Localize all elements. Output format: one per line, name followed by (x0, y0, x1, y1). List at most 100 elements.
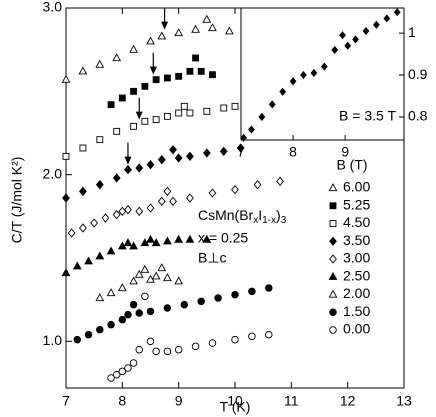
x-tick-label: 12 (340, 393, 356, 409)
marker (240, 133, 247, 142)
marker (174, 234, 184, 243)
marker (231, 185, 239, 195)
marker (101, 213, 110, 223)
orientation-label: B⊥c (198, 250, 227, 266)
marker (135, 345, 143, 354)
inset-x-tick-label: 8 (289, 144, 297, 160)
y-tick-label: 1.0 (43, 332, 63, 348)
marker (339, 31, 346, 40)
y-tick-label: 3.0 (43, 0, 63, 15)
marker (140, 264, 150, 273)
marker (106, 288, 116, 297)
marker (236, 143, 245, 153)
marker (185, 234, 195, 243)
marker (117, 283, 127, 292)
marker (344, 41, 352, 50)
marker (78, 66, 88, 75)
marker (95, 293, 105, 302)
marker (231, 290, 239, 299)
marker (112, 173, 121, 183)
marker (67, 228, 76, 238)
x-tick-label: 9 (175, 393, 183, 409)
inset-y-tick-label: 1 (408, 24, 416, 40)
marker (253, 180, 262, 190)
marker (248, 287, 256, 296)
marker (84, 256, 93, 265)
marker (224, 26, 234, 35)
marker (208, 339, 217, 347)
marker (107, 320, 115, 329)
inset-y-tick-label: 0.9 (408, 66, 428, 82)
marker (124, 364, 132, 372)
x-tick-label: 8 (118, 393, 126, 409)
marker (186, 193, 194, 203)
marker (276, 176, 284, 186)
compound-sub: x (253, 215, 258, 226)
marker (320, 62, 328, 71)
marker (62, 193, 70, 203)
marker (141, 82, 149, 90)
marker (300, 70, 307, 80)
marker (157, 155, 166, 165)
legend-marker (328, 271, 338, 280)
marker (135, 309, 143, 317)
marker (61, 268, 71, 277)
marker (331, 45, 339, 54)
legend-marker (329, 202, 337, 210)
marker (113, 127, 121, 135)
marker (95, 180, 104, 190)
marker (265, 284, 273, 292)
marker (129, 44, 138, 53)
marker (208, 23, 217, 32)
x-tick-label: 13 (396, 393, 412, 409)
compound-sub: 1-x (262, 215, 276, 226)
legend-label: 1.50 (343, 303, 370, 319)
compound-part: ) (276, 207, 281, 223)
inset-x-tick-label: 7 (237, 144, 245, 160)
legend-marker (329, 308, 337, 317)
marker (62, 152, 70, 160)
legend-label: 2.00 (343, 285, 370, 301)
marker (180, 300, 189, 309)
marker (73, 335, 82, 344)
marker (141, 292, 149, 301)
marker (191, 24, 200, 33)
marker (152, 76, 160, 84)
legend-label: 5.25 (343, 196, 370, 212)
legend-marker (329, 254, 337, 264)
compound-part: CsMn(Br (198, 207, 254, 223)
arrow-head (124, 156, 132, 165)
marker (72, 261, 82, 270)
marker (157, 31, 167, 40)
legend-marker (328, 289, 338, 298)
marker (112, 370, 121, 379)
marker (107, 101, 115, 109)
marker (151, 238, 161, 247)
marker (373, 20, 380, 29)
marker (214, 294, 222, 302)
marker (118, 367, 127, 376)
marker (61, 74, 71, 83)
marker (130, 122, 138, 130)
marker (124, 205, 132, 215)
marker (134, 269, 144, 278)
marker (129, 300, 138, 309)
marker (79, 186, 87, 196)
x-axis-label: T (K) (220, 399, 251, 415)
x-tick-label: 7 (62, 393, 70, 409)
marker (95, 251, 105, 260)
marker (163, 273, 172, 282)
marker (129, 276, 138, 285)
compound-sub: 3 (281, 215, 287, 226)
compound-label: CsMn(BrxI1-x)3 (198, 207, 287, 226)
marker (203, 107, 211, 115)
marker (174, 345, 183, 354)
marker (191, 342, 200, 351)
legend-marker (329, 236, 337, 246)
legend-marker (328, 183, 338, 192)
x-tick-label: 10 (227, 393, 243, 409)
marker (118, 315, 127, 324)
marker (220, 104, 228, 112)
legend-label: 6.00 (343, 179, 370, 195)
